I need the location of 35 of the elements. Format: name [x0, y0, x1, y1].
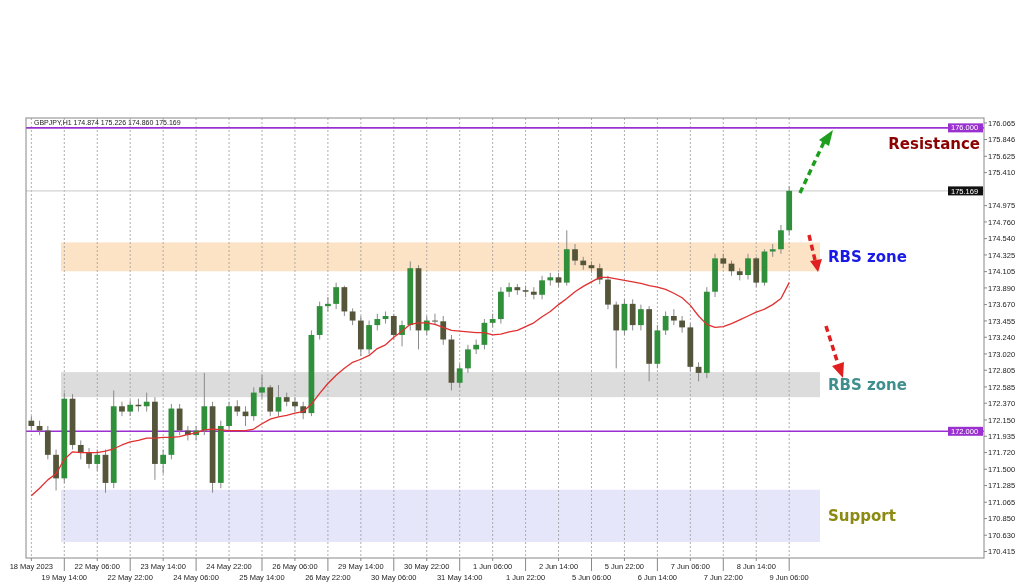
candlestick [86, 447, 92, 469]
candlestick [250, 386, 257, 422]
candlestick [670, 308, 677, 326]
candlestick [176, 403, 183, 436]
candlestick [778, 224, 784, 255]
candlestick [506, 282, 512, 298]
candlestick [143, 392, 150, 413]
candlestick [333, 282, 340, 310]
candlestick [456, 363, 463, 388]
candlestick [226, 401, 232, 432]
candlestick [77, 439, 84, 460]
candlestick [390, 313, 397, 341]
candlestick [596, 263, 603, 285]
candlestick [325, 296, 331, 312]
candlestick [275, 384, 282, 417]
candlestick [259, 374, 265, 400]
band-label: RBS zone [828, 375, 907, 394]
band-label: RBS zone [828, 248, 907, 267]
candlestick [679, 315, 685, 334]
candlestick [629, 298, 636, 331]
candlestick [440, 315, 447, 346]
band-label: Support [828, 507, 896, 526]
candlestick [572, 243, 578, 266]
candlestick [292, 396, 298, 413]
candlestick [638, 304, 644, 331]
candlestick [160, 449, 167, 475]
candlestick [432, 313, 438, 326]
candlestick [53, 449, 59, 491]
candlestick [662, 310, 669, 336]
candlestick [119, 401, 125, 417]
candlestick [745, 253, 751, 281]
candlestick [465, 344, 471, 374]
annotation: Resistance [888, 135, 980, 154]
candlestick [539, 275, 545, 300]
candlestick [94, 449, 101, 472]
